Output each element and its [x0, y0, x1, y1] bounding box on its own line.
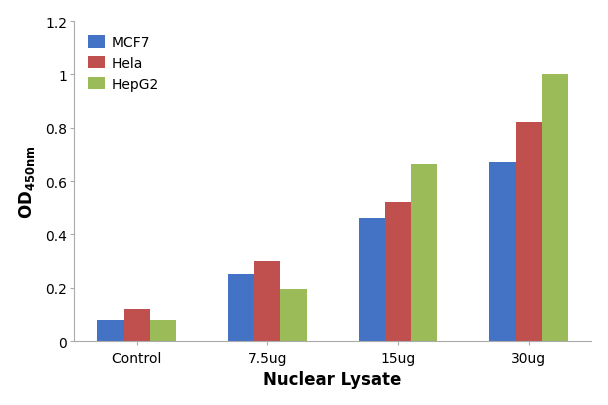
Legend: MCF7, Hela, HepG2: MCF7, Hela, HepG2 [81, 29, 165, 99]
Bar [411, 164, 437, 341]
Bar [97, 320, 123, 341]
X-axis label: Nuclear Lysate: Nuclear Lysate [263, 371, 402, 388]
Bar [385, 203, 411, 341]
Bar [516, 123, 542, 341]
Bar [489, 163, 516, 341]
Bar [123, 309, 150, 341]
Bar [359, 219, 385, 341]
Bar [228, 275, 254, 341]
Bar [150, 320, 176, 341]
Bar [280, 289, 306, 341]
Bar [542, 75, 568, 341]
Bar [254, 262, 280, 341]
Y-axis label: $\mathbf{OD}$$_{\mathbf{450nm}}$: $\mathbf{OD}$$_{\mathbf{450nm}}$ [16, 145, 36, 218]
